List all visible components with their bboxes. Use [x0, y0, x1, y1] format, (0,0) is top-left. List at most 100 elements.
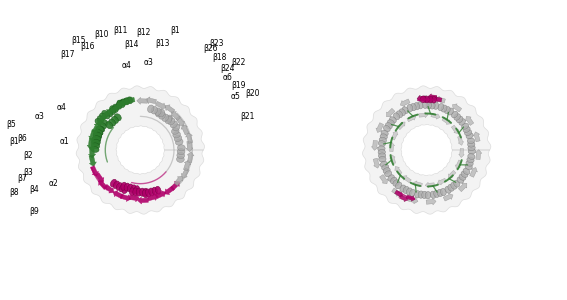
Ellipse shape: [120, 99, 126, 106]
Text: β2: β2: [23, 151, 33, 160]
Ellipse shape: [177, 148, 185, 155]
Polygon shape: [469, 167, 477, 177]
Ellipse shape: [116, 102, 122, 109]
Ellipse shape: [393, 113, 400, 120]
Polygon shape: [185, 133, 193, 143]
Ellipse shape: [380, 134, 387, 140]
Ellipse shape: [91, 143, 100, 149]
Text: β17: β17: [60, 50, 75, 59]
Ellipse shape: [378, 153, 386, 158]
Text: β11: β11: [113, 26, 128, 35]
Ellipse shape: [433, 102, 439, 110]
Ellipse shape: [100, 119, 108, 126]
Ellipse shape: [447, 108, 454, 115]
Polygon shape: [155, 101, 166, 109]
Polygon shape: [425, 182, 434, 188]
Text: β13: β13: [155, 39, 170, 48]
Ellipse shape: [445, 106, 450, 114]
Ellipse shape: [94, 133, 101, 139]
Text: β6: β6: [18, 134, 27, 143]
Ellipse shape: [104, 112, 110, 119]
Ellipse shape: [431, 96, 437, 103]
Ellipse shape: [467, 157, 474, 163]
Ellipse shape: [456, 116, 463, 123]
Ellipse shape: [173, 124, 180, 131]
Ellipse shape: [102, 110, 108, 117]
Polygon shape: [392, 188, 401, 196]
Text: α3: α3: [144, 58, 154, 68]
Ellipse shape: [143, 188, 149, 196]
Ellipse shape: [97, 126, 105, 132]
Text: α5: α5: [231, 92, 241, 101]
Ellipse shape: [468, 142, 475, 147]
Ellipse shape: [468, 154, 475, 159]
Ellipse shape: [109, 108, 116, 115]
Ellipse shape: [173, 132, 180, 138]
Ellipse shape: [414, 103, 420, 110]
Ellipse shape: [438, 103, 444, 111]
Ellipse shape: [162, 114, 168, 122]
Polygon shape: [102, 110, 112, 119]
Polygon shape: [391, 131, 398, 140]
Text: β24: β24: [220, 64, 235, 73]
Polygon shape: [387, 108, 395, 117]
Circle shape: [118, 128, 163, 172]
Ellipse shape: [129, 188, 135, 196]
Ellipse shape: [124, 183, 130, 191]
Ellipse shape: [91, 140, 99, 146]
Ellipse shape: [115, 114, 121, 121]
Polygon shape: [92, 123, 100, 134]
Ellipse shape: [170, 121, 177, 128]
Ellipse shape: [395, 182, 402, 189]
Ellipse shape: [426, 101, 431, 109]
Ellipse shape: [462, 123, 469, 129]
Polygon shape: [116, 100, 128, 108]
Ellipse shape: [177, 152, 185, 159]
Ellipse shape: [127, 97, 133, 104]
Ellipse shape: [146, 189, 151, 197]
Polygon shape: [395, 167, 402, 175]
Polygon shape: [473, 132, 480, 142]
Ellipse shape: [99, 122, 107, 129]
Text: β23: β23: [209, 39, 223, 48]
Ellipse shape: [121, 182, 126, 190]
Circle shape: [403, 126, 451, 174]
Ellipse shape: [119, 184, 125, 192]
Polygon shape: [146, 97, 156, 104]
Ellipse shape: [130, 185, 136, 193]
Ellipse shape: [92, 136, 101, 142]
Ellipse shape: [448, 184, 454, 191]
Ellipse shape: [454, 114, 460, 120]
Ellipse shape: [91, 146, 99, 152]
Polygon shape: [373, 158, 380, 168]
Polygon shape: [437, 178, 446, 185]
Ellipse shape: [96, 126, 104, 132]
Ellipse shape: [98, 116, 104, 122]
Polygon shape: [181, 124, 189, 135]
Ellipse shape: [463, 168, 470, 175]
Ellipse shape: [422, 191, 428, 199]
Polygon shape: [155, 191, 166, 199]
Polygon shape: [76, 86, 205, 214]
Polygon shape: [129, 195, 139, 202]
Polygon shape: [395, 190, 403, 197]
Ellipse shape: [466, 160, 473, 166]
Ellipse shape: [465, 164, 472, 169]
Text: β15: β15: [71, 36, 86, 45]
Polygon shape: [113, 190, 124, 199]
Text: β22: β22: [231, 58, 246, 68]
Polygon shape: [435, 96, 446, 103]
Ellipse shape: [168, 118, 175, 125]
Ellipse shape: [159, 112, 166, 119]
Polygon shape: [422, 96, 431, 103]
Ellipse shape: [95, 129, 103, 135]
Ellipse shape: [457, 177, 464, 183]
Ellipse shape: [391, 177, 397, 184]
Ellipse shape: [383, 168, 390, 173]
Ellipse shape: [451, 111, 458, 118]
Ellipse shape: [459, 174, 466, 180]
Ellipse shape: [378, 149, 386, 155]
Ellipse shape: [111, 179, 117, 187]
Polygon shape: [147, 194, 158, 201]
Ellipse shape: [418, 191, 424, 198]
